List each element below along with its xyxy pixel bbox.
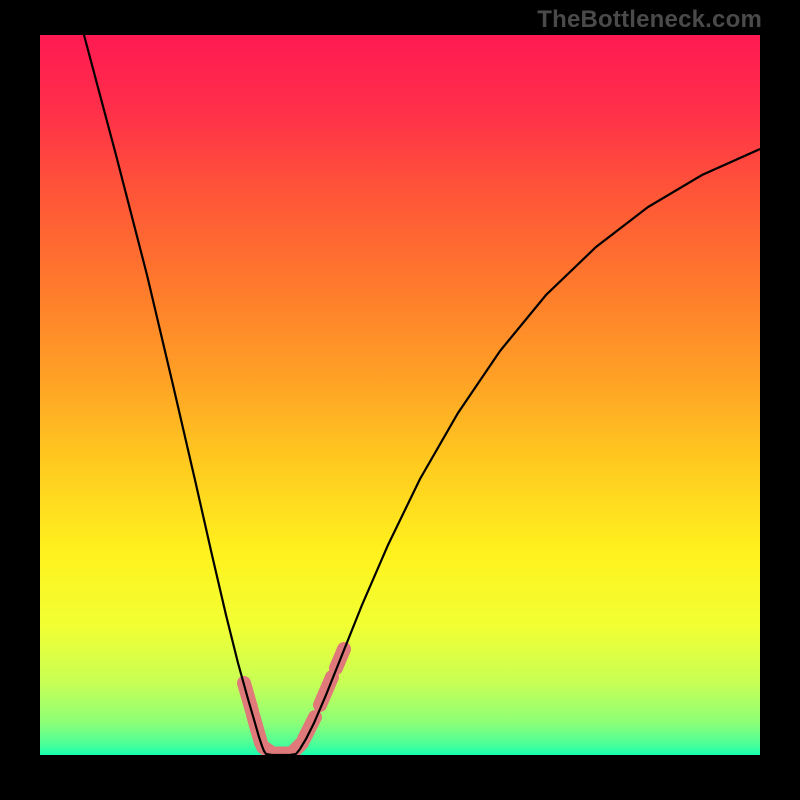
watermark-text: TheBottleneck.com [537, 6, 762, 34]
chart-frame: TheBottleneck.com [0, 0, 800, 800]
bottleneck-curve-chart [40, 35, 760, 755]
highlight-segment [304, 717, 315, 739]
gradient-background [40, 35, 760, 755]
plot-area [40, 35, 760, 755]
